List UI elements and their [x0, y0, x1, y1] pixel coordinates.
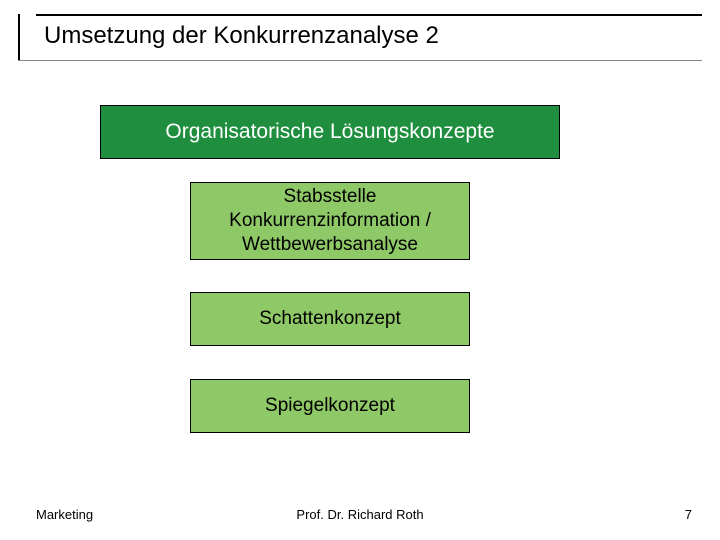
- sub-box-label: Schattenkonzept: [259, 307, 401, 331]
- footer: Marketing Prof. Dr. Richard Roth 7: [0, 507, 720, 522]
- sub-box-label: Stabsstelle Konkurrenzinformation / Wett…: [201, 185, 459, 256]
- header-box: Organisatorische Lösungskonzepte: [100, 105, 560, 159]
- header-box-label: Organisatorische Lösungskonzepte: [165, 120, 494, 144]
- sub-box-stabsstelle: Stabsstelle Konkurrenzinformation / Wett…: [190, 182, 470, 260]
- sub-box-schattenkonzept: Schattenkonzept: [190, 292, 470, 346]
- footer-center: Prof. Dr. Richard Roth: [0, 507, 720, 522]
- slide: Umsetzung der Konkurrenzanalyse 2 Organi…: [0, 0, 720, 540]
- page-title: Umsetzung der Konkurrenzanalyse 2: [18, 14, 702, 60]
- sub-box-label: Spiegelkonzept: [265, 394, 395, 418]
- title-rule-bottom: [18, 60, 702, 61]
- title-block: Umsetzung der Konkurrenzanalyse 2: [18, 14, 702, 61]
- sub-box-spiegelkonzept: Spiegelkonzept: [190, 379, 470, 433]
